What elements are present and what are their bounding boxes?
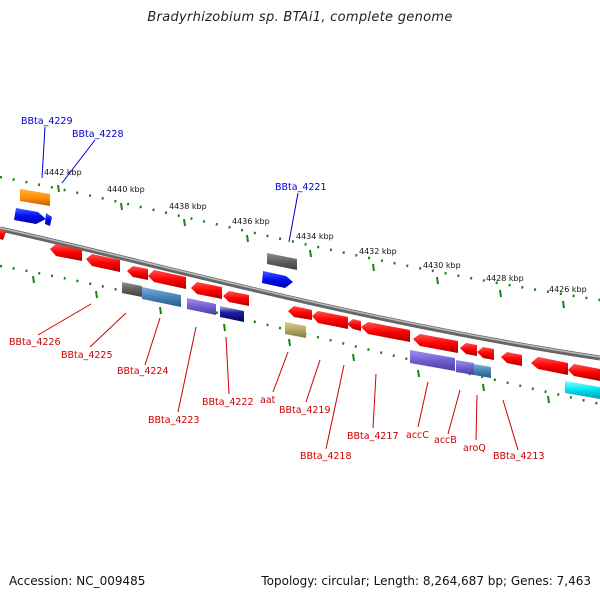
gene-feature [142, 287, 181, 307]
gene-feature [86, 254, 120, 272]
gene-feature [347, 319, 361, 331]
forward-genes [0, 189, 297, 288]
gene-label: BBta_4224 [117, 366, 169, 377]
gene-feature [361, 322, 410, 342]
gene-label: BBta_4229 [21, 116, 73, 127]
gene-feature [501, 352, 522, 366]
gene-feature [285, 322, 306, 338]
gene-feature [20, 189, 50, 206]
gene-feature [456, 360, 474, 375]
gene-label: aat [260, 395, 276, 406]
gene-feature [14, 208, 46, 224]
gene-feature [267, 253, 297, 270]
scale-label: 4440 kbp [107, 185, 145, 194]
gene-label: BBta_4225 [61, 350, 113, 361]
gene-labels-top: BBta_4229 BBta_4228 BBta_4221 [21, 116, 327, 193]
map-title: Bradyrhizobium sp. BTAi1, complete genom… [147, 10, 453, 25]
scale-ticks-upper [57, 184, 565, 309]
gene-feature [288, 306, 312, 320]
accession-text: Accession: NC_009485 [9, 574, 146, 588]
genome-backbone [0, 226, 600, 361]
scale-label: 4426 kbp [549, 285, 587, 294]
gene-feature [187, 298, 216, 315]
gene-feature [122, 282, 142, 297]
gene-labels-bottom: BBta_4226 BBta_4225 BBta_4224 BBta_4223 … [9, 337, 545, 462]
gene-label: BBta_4219 [279, 405, 331, 416]
leader-lines-top [41, 126, 299, 243]
gene-label: aroQ [463, 443, 486, 454]
leader-lines-bottom [37, 303, 519, 451]
scale-label: 4430 kbp [423, 261, 461, 270]
gene-label: BBta_4218 [300, 451, 352, 462]
gene-label: BBta_4226 [9, 337, 61, 348]
gene-feature [477, 347, 494, 360]
gene-feature [0, 229, 6, 240]
gene-label: BBta_4221 [275, 182, 327, 193]
gene-feature [565, 381, 600, 399]
gene-feature [531, 357, 568, 375]
gene-label: BBta_4217 [347, 431, 399, 442]
scale-label: 4434 kbp [296, 232, 334, 241]
gene-label: BBta_4228 [72, 129, 124, 140]
gene-feature [220, 306, 244, 322]
gene-label: accB [434, 435, 457, 446]
gene-label: accC [406, 430, 429, 441]
gene-feature [50, 244, 82, 261]
scale-label: 4432 kbp [359, 247, 397, 256]
scale-label: 4438 kbp [169, 202, 207, 211]
gene-label: BBta_4223 [148, 415, 200, 426]
reverse-genes [50, 244, 600, 399]
topology-text: Topology: circular; Length: 8,264,687 bp… [261, 574, 591, 588]
gene-feature [568, 364, 600, 381]
gene-feature [45, 213, 52, 226]
gene-feature [474, 364, 491, 378]
scale-label: 4428 kbp [486, 274, 524, 283]
gene-feature [262, 271, 293, 288]
gene-feature [223, 291, 249, 306]
gene-label: BBta_4213 [493, 451, 545, 462]
gene-feature [312, 311, 348, 329]
gene-feature [191, 282, 222, 299]
gene-feature [410, 350, 455, 371]
gene-label: BBta_4222 [202, 397, 254, 408]
gene-feature [413, 334, 458, 353]
scale-labels: 4442 kbp 4440 kbp 4438 kbp 4436 kbp 4434… [44, 168, 587, 294]
scale-label: 4436 kbp [232, 217, 270, 226]
gene-feature [127, 266, 148, 280]
gene-feature [460, 343, 477, 356]
scale-ticks-lower [32, 275, 550, 404]
scale-label: 4442 kbp [44, 168, 82, 177]
gene-feature [148, 270, 186, 289]
